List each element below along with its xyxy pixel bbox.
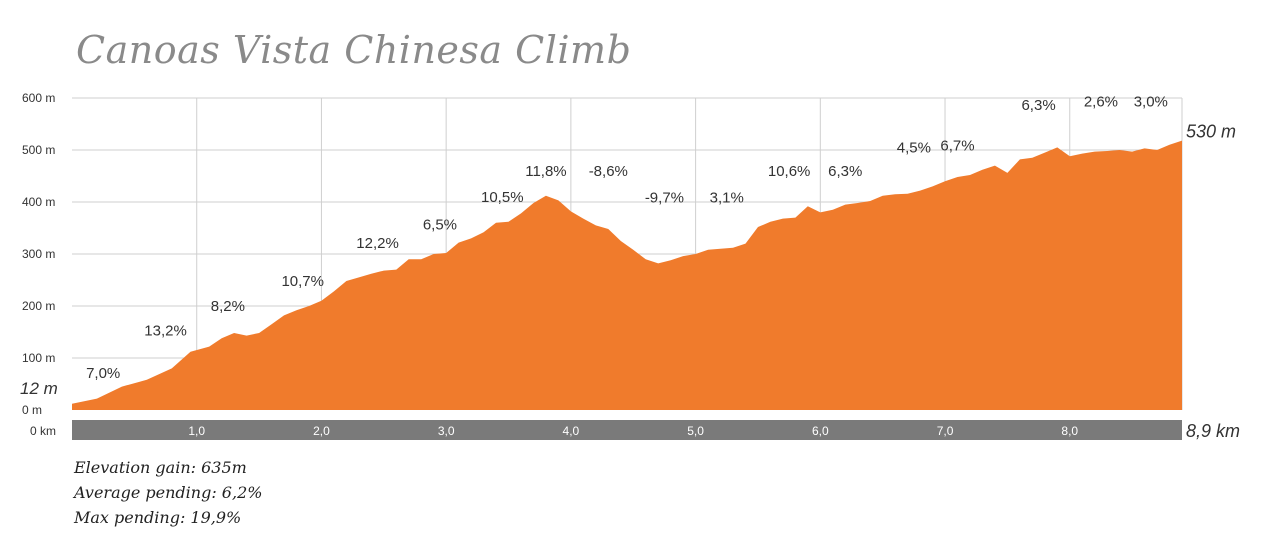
x-tick-label: 0 km xyxy=(30,424,56,438)
gradient-label: 13,2% xyxy=(144,323,187,340)
y-tick-label: 200 m xyxy=(22,299,55,313)
end-elevation-label: 530 m xyxy=(1186,122,1236,142)
end-distance-label: 8,9 km xyxy=(1186,421,1240,441)
gradient-label: 6,3% xyxy=(1021,97,1055,114)
stat-elevation-gain: Elevation gain: 635m xyxy=(74,458,247,477)
x-tick-label: 8,0 xyxy=(1061,424,1078,438)
x-tick-label: 6,0 xyxy=(812,424,829,438)
chart-annotations: 12 m 530 m 8,9 km xyxy=(20,122,1240,441)
chart-title: Canoas Vista Chinesa Climb xyxy=(76,28,632,72)
x-tick-label: 3,0 xyxy=(438,424,455,438)
x-tick-label: 5,0 xyxy=(687,424,704,438)
gradient-label: 6,7% xyxy=(940,138,974,155)
gradient-label: 3,0% xyxy=(1134,93,1168,110)
distance-axis: 0 km 1,0 2,0 3,0 4,0 5,0 6,0 7,0 8,0 xyxy=(30,420,1182,440)
y-axis-tick-labels: 600 m 500 m 400 m 300 m 200 m 100 m 0 m xyxy=(22,91,55,417)
gradient-label: 2,6% xyxy=(1084,93,1118,110)
x-tick-label: 7,0 xyxy=(937,424,954,438)
y-tick-label: 300 m xyxy=(22,247,55,261)
elevation-area xyxy=(72,140,1182,410)
y-tick-label: 100 m xyxy=(22,351,55,365)
stat-average-pending: Average pending: 6,2% xyxy=(74,483,263,502)
distance-bar xyxy=(72,420,1182,440)
y-tick-label: 500 m xyxy=(22,143,55,157)
gradient-label: 4,5% xyxy=(897,140,931,157)
x-tick-label: 4,0 xyxy=(563,424,580,438)
gradient-label: 10,6% xyxy=(768,163,811,180)
climb-stats: Elevation gain: 635m Average pending: 6,… xyxy=(74,455,262,530)
gradient-label: 10,7% xyxy=(281,273,324,290)
gradient-label: 6,3% xyxy=(828,163,862,180)
start-elevation-label: 12 m xyxy=(20,379,58,398)
gradient-label: 11,8% xyxy=(525,163,566,180)
gradient-label: 3,1% xyxy=(710,190,744,207)
gradient-label: 10,5% xyxy=(481,189,524,206)
x-tick-label: 1,0 xyxy=(188,424,205,438)
gradient-label: 6,5% xyxy=(423,217,457,234)
gradient-label: 8,2% xyxy=(211,298,245,315)
gradient-label: 7,0% xyxy=(86,365,120,382)
gradient-label: -8,6% xyxy=(589,163,628,180)
gradient-label: -9,7% xyxy=(645,190,684,207)
y-tick-label: 0 m xyxy=(22,403,42,417)
y-tick-label: 600 m xyxy=(22,91,55,105)
gradient-labels: 7,0% 13,2% 8,2% 10,7% 12,2% 6,5% 10,5%11,8% -8,… xyxy=(86,93,1168,381)
gradient-label: 12,2% xyxy=(356,235,399,252)
y-tick-label: 400 m xyxy=(22,195,55,209)
stat-max-pending: Max pending: 19,9% xyxy=(74,508,242,527)
x-tick-label: 2,0 xyxy=(313,424,330,438)
